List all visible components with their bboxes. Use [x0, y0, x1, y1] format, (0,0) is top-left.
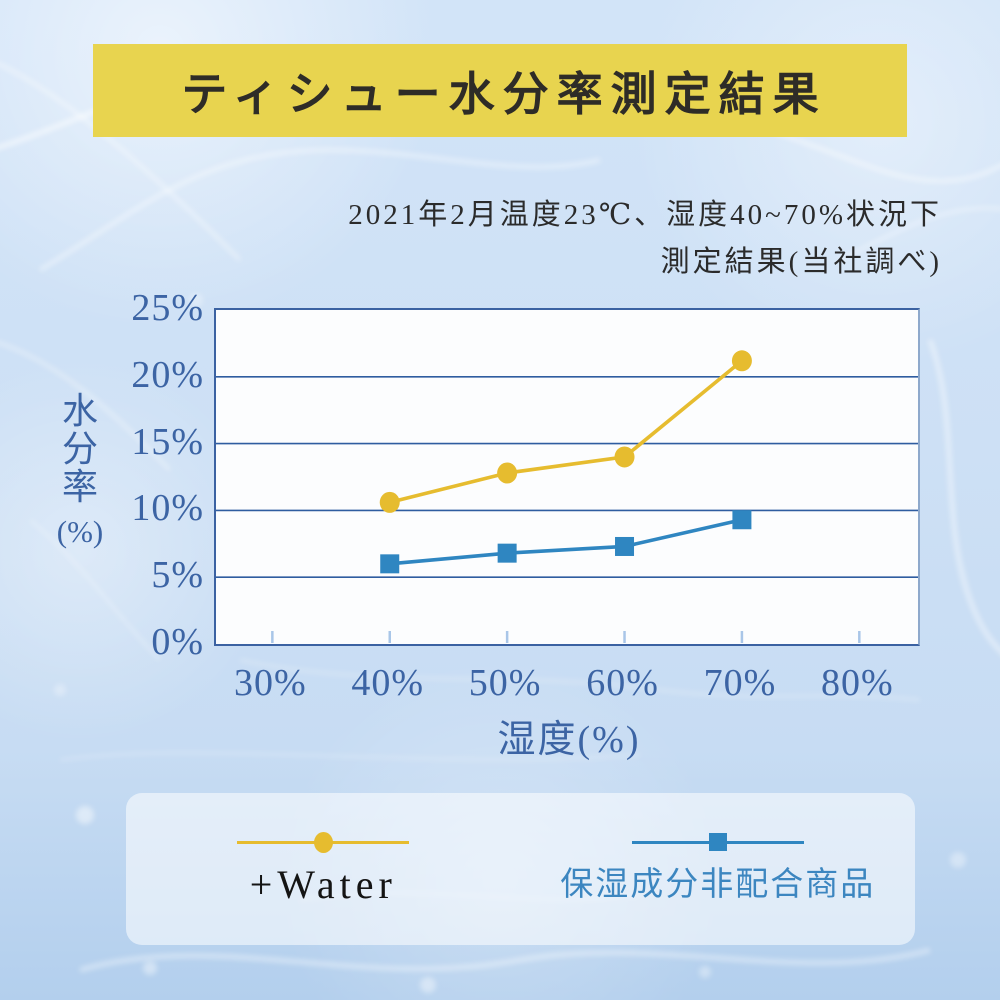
water-series-swatch: [237, 831, 410, 853]
legend-label-nonwater: 保湿成分非配合商品: [560, 867, 876, 903]
data-point-circle: [497, 462, 518, 484]
plot-area: [214, 308, 920, 646]
subtitle-line2: 測定結果(当社調べ): [660, 246, 942, 278]
plot-canvas: [216, 350, 918, 643]
legend-item-nonwater: 保湿成分非配合商品: [548, 831, 888, 907]
square-marker-icon: [708, 833, 727, 851]
x-tick-label: 70%: [703, 662, 777, 704]
circle-marker-icon: [314, 832, 334, 853]
x-tick-label: 30%: [234, 662, 307, 704]
y-axis-title-text: 水分率: [62, 391, 99, 507]
nonwater-series-swatch: [631, 831, 804, 853]
data-point-square: [497, 543, 517, 563]
data-point-circle: [379, 491, 400, 513]
data-point-square: [615, 536, 635, 556]
x-tick-label: 80%: [820, 662, 894, 704]
data-point-square: [732, 510, 752, 530]
y-tick-label: 25%: [131, 287, 204, 329]
page-title: ティシュー水分率測定結果: [181, 68, 827, 120]
y-tick-label: 20%: [131, 353, 204, 396]
y-tick-label: 0%: [151, 621, 204, 663]
legend-label-water: +Water: [249, 862, 397, 907]
measurement-conditions: 2021年2月温度23℃、湿度40~70%状況下 測定結果(当社調べ): [348, 192, 942, 286]
data-point-square: [380, 554, 400, 574]
x-tick-label: 60%: [586, 662, 659, 704]
data-point-circle: [614, 446, 635, 468]
x-tick-label: 40%: [351, 662, 425, 704]
subtitle-line1: 2021年2月温度23℃、湿度40~70%状況下: [348, 199, 942, 231]
legend-panel: +Water 保湿成分非配合商品: [126, 793, 915, 945]
y-tick-label: 5%: [151, 554, 204, 597]
x-tick-label: 50%: [468, 662, 542, 704]
y-tick-label: 10%: [131, 487, 204, 530]
data-point-circle: [731, 350, 752, 372]
legend-item-water: +Water: [153, 831, 493, 907]
series-line-water: [389, 359, 744, 505]
series-line-nonwater: [389, 517, 743, 566]
title-banner: ティシュー水分率測定結果: [93, 44, 907, 137]
y-tick-label: 15%: [131, 420, 204, 463]
y-axis-title: 水分率 (%): [42, 392, 118, 550]
x-axis-title: 湿度(%): [497, 719, 641, 761]
y-axis-unit: (%): [56, 514, 104, 549]
